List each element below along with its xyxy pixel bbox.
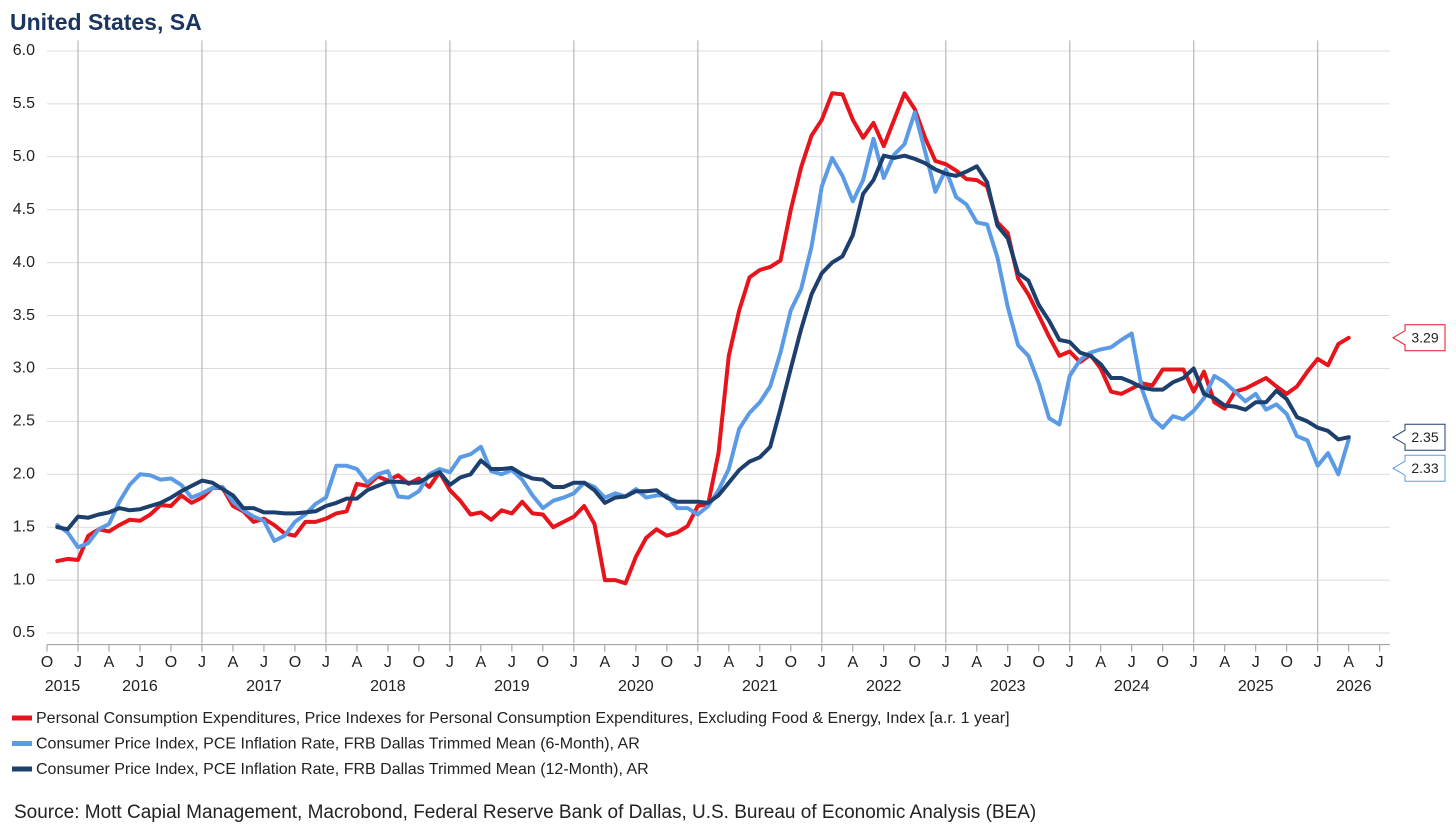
x-tick-label: J xyxy=(694,654,702,671)
x-year-label: 2022 xyxy=(866,678,902,695)
x-year-label: 2021 xyxy=(742,678,778,695)
y-tick-label: 2.0 xyxy=(13,465,35,482)
x-tick-label: O xyxy=(1033,654,1045,671)
x-tick-label: A xyxy=(104,654,115,671)
x-year-label: 2017 xyxy=(246,678,282,695)
x-tick-label: J xyxy=(1190,654,1198,671)
y-tick-label: 3.0 xyxy=(13,360,35,377)
x-year-label: 2015 xyxy=(45,678,81,695)
x-tick-label: O xyxy=(41,654,53,671)
legend-label: Personal Consumption Expenditures, Price… xyxy=(36,710,1010,727)
x-tick-label: J xyxy=(322,654,330,671)
legend-label: Consumer Price Index, PCE Inflation Rate… xyxy=(36,736,640,753)
x-year-label: 2024 xyxy=(1114,678,1150,695)
series-line xyxy=(55,91,1351,586)
x-tick-label: O xyxy=(289,654,301,671)
x-tick-label: J xyxy=(74,654,82,671)
x-tick-label: J xyxy=(1376,654,1384,671)
chart-title: United States, SA xyxy=(10,9,202,35)
value-label-box xyxy=(1392,324,1446,352)
x-tick-label: O xyxy=(785,654,797,671)
x-tick-label: J xyxy=(632,654,640,671)
x-tick-label: J xyxy=(942,654,950,671)
x-tick-label: J xyxy=(508,654,516,671)
grid xyxy=(47,40,1390,644)
source-note: Source: Mott Capial Management, Macrobon… xyxy=(14,802,1036,823)
x-tick-label: A xyxy=(1095,654,1106,671)
x-year-label: 2019 xyxy=(494,678,530,695)
x-tick-label: J xyxy=(1128,654,1136,671)
x-tick-label: A xyxy=(971,654,982,671)
x-tick-label: A xyxy=(352,654,363,671)
series-line xyxy=(55,110,1351,550)
x-tick-label: A xyxy=(600,654,611,671)
y-tick-label: 2.5 xyxy=(13,413,35,430)
value-label-box xyxy=(1392,423,1446,451)
x-tick-label: A xyxy=(723,654,734,671)
x-tick-label: O xyxy=(165,654,177,671)
x-year-label: 2023 xyxy=(990,678,1026,695)
x-tick-label: J xyxy=(1314,654,1322,671)
y-tick-label: 4.5 xyxy=(13,201,35,218)
x-tick-label: J xyxy=(446,654,454,671)
y-tick-label: 1.0 xyxy=(13,571,35,588)
x-year-label: 2016 xyxy=(122,678,158,695)
value-label: 3.29 xyxy=(1411,329,1438,345)
x-tick-label: J xyxy=(384,654,392,671)
x-tick-label: J xyxy=(136,654,144,671)
x-tick-label: O xyxy=(909,654,921,671)
x-tick-label: J xyxy=(880,654,888,671)
value-label-box xyxy=(1392,454,1446,482)
legend-label: Consumer Price Index, PCE Inflation Rate… xyxy=(36,761,649,778)
x-tick-label: J xyxy=(1252,654,1260,671)
y-tick-label: 6.0 xyxy=(13,42,35,59)
y-tick-label: 1.5 xyxy=(13,518,35,535)
x-year-label: 2018 xyxy=(370,678,406,695)
x-tick-label: J xyxy=(756,654,764,671)
value-label: 2.35 xyxy=(1411,429,1438,445)
x-tick-label: J xyxy=(818,654,826,671)
x-year-label: 2025 xyxy=(1238,678,1274,695)
x-year-label: 2026 xyxy=(1336,678,1372,695)
y-tick-label: 0.5 xyxy=(13,624,35,641)
x-tick-label: A xyxy=(476,654,487,671)
x-tick-label: A xyxy=(228,654,239,671)
series-line xyxy=(55,153,1351,532)
x-tick-label: J xyxy=(260,654,268,671)
x-tick-label: J xyxy=(198,654,206,671)
x-tick-label: O xyxy=(661,654,673,671)
x-tick-label: O xyxy=(413,654,425,671)
value-label: 2.33 xyxy=(1411,460,1438,476)
x-tick-label: J xyxy=(570,654,578,671)
x-tick-label: A xyxy=(1343,654,1354,671)
y-tick-label: 5.0 xyxy=(13,148,35,165)
x-tick-label: O xyxy=(1280,654,1292,671)
x-year-label: 2020 xyxy=(618,678,654,695)
x-tick-label: A xyxy=(1219,654,1230,671)
y-tick-label: 5.5 xyxy=(13,95,35,112)
x-tick-label: J xyxy=(1066,654,1074,671)
x-tick-label: J xyxy=(1004,654,1012,671)
x-tick-label: A xyxy=(847,654,858,671)
x-tick-label: O xyxy=(1156,654,1168,671)
y-tick-label: 4.0 xyxy=(13,254,35,271)
y-tick-label: 3.5 xyxy=(13,307,35,324)
x-tick-label: O xyxy=(537,654,549,671)
